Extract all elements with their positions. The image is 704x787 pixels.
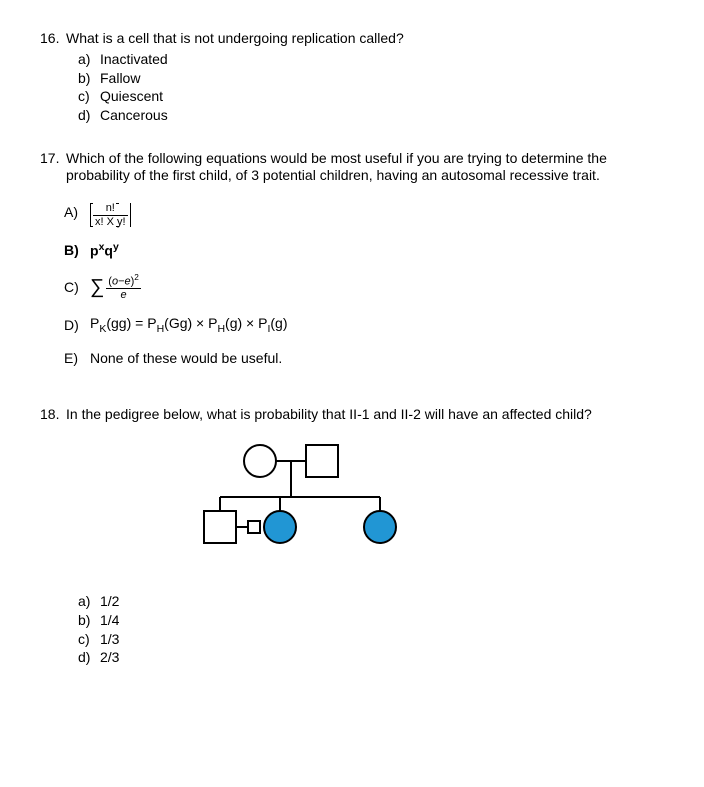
question-16: 16. What is a cell that is not undergoin…	[40, 30, 664, 124]
pedigree-male-ii-1	[204, 511, 236, 543]
option-c: c)1/3	[78, 631, 664, 648]
option-a: A) n! x! X y!	[64, 198, 664, 228]
option-a: a)1/2	[78, 593, 664, 610]
pedigree-female-unaffected	[244, 445, 276, 477]
question-18: 18. In the pedigree below, what is proba…	[40, 406, 664, 666]
pedigree-diagram	[190, 439, 664, 573]
option-c: c)Quiescent	[78, 88, 664, 105]
pedigree-male-unaffected	[306, 445, 338, 477]
question-number: 16.	[40, 30, 66, 47]
option-d: d)2/3	[78, 649, 664, 666]
options-list: a)Inactivated b)Fallow c)Quiescent d)Can…	[78, 51, 664, 124]
option-d: D) PK(gg) = PH(Gg) × PH(g) × PI(g)	[64, 315, 664, 335]
pedigree-partner-small	[248, 521, 260, 533]
option-e: E) None of these would be useful.	[64, 350, 664, 367]
pedigree-female-affected	[264, 511, 296, 543]
equation-c: ∑ (o−e)2 e	[90, 274, 141, 302]
question-number: 18.	[40, 406, 66, 423]
equation-a: n! x! X y!	[90, 198, 131, 228]
option-b: B) pxqy	[64, 241, 664, 259]
option-b: b)Fallow	[78, 70, 664, 87]
equation-d: PK(gg) = PH(Gg) × PH(g) × PI(g)	[90, 315, 288, 335]
options-list: A) n! x! X y! B) pxqy C) ∑ (o−e)2 e	[64, 198, 664, 367]
options-list: a)1/2 b)1/4 c)1/3 d)2/3	[78, 593, 664, 666]
question-stem: What is a cell that is not undergoing re…	[66, 30, 664, 47]
question-stem: In the pedigree below, what is probabili…	[66, 406, 664, 423]
option-a: a)Inactivated	[78, 51, 664, 68]
question-17: 17. Which of the following equations wou…	[40, 150, 664, 366]
option-e-text: None of these would be useful.	[90, 350, 282, 367]
option-b: b)1/4	[78, 612, 664, 629]
pedigree-female-affected	[364, 511, 396, 543]
question-number: 17.	[40, 150, 66, 184]
option-c: C) ∑ (o−e)2 e	[64, 274, 664, 302]
equation-b: pxqy	[90, 241, 119, 259]
option-d: d)Cancerous	[78, 107, 664, 124]
question-stem: Which of the following equations would b…	[66, 150, 664, 184]
